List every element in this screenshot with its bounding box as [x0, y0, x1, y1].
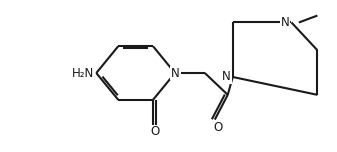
Text: O: O [150, 125, 159, 138]
Text: N: N [171, 67, 179, 79]
Text: O: O [214, 121, 223, 134]
Text: H₂N: H₂N [72, 67, 95, 79]
Text: N: N [281, 16, 290, 29]
Text: N: N [222, 71, 231, 83]
